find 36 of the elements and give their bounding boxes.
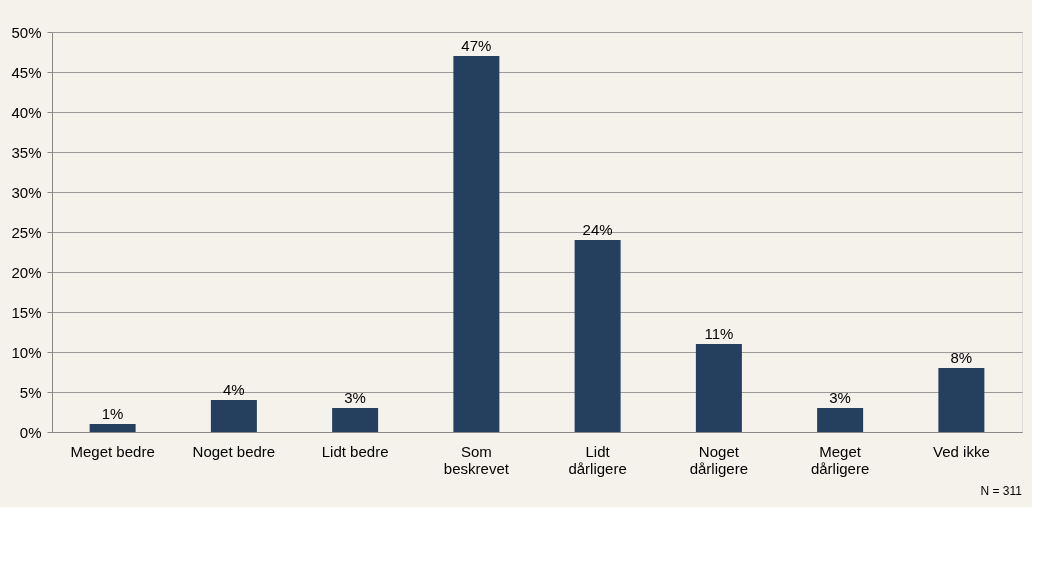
data-label: 11%: [704, 325, 734, 342]
y-tick-label: 35%: [11, 143, 42, 161]
bar: [938, 368, 985, 432]
y-tick-label: 15%: [11, 303, 42, 321]
x-tick-label: Meget bedre: [70, 442, 155, 460]
text: N = 311: [980, 484, 1023, 498]
x-tick-label: Som beskrevet: [443, 442, 510, 477]
y-tick-label: 5%: [19, 383, 42, 401]
bar: [695, 344, 742, 432]
x-tick-label: Noget dårligere: [689, 442, 749, 477]
x-tick-label: Ved ikke: [933, 442, 990, 460]
data-label: 24%: [582, 221, 613, 238]
bar: [574, 240, 621, 432]
bar: [817, 408, 864, 432]
y-tick-label: 0%: [19, 423, 42, 441]
bar: [89, 424, 136, 432]
bar: [453, 56, 500, 432]
data-label: 47%: [461, 37, 492, 54]
y-tick-label: 10%: [11, 343, 42, 361]
data-label: 4%: [223, 381, 245, 398]
y-tick-label: 45%: [11, 63, 42, 81]
bar: [332, 408, 379, 432]
data-label: 8%: [950, 349, 973, 366]
x-tick-label: Meget dårligere: [810, 442, 870, 477]
data-label: 1%: [101, 405, 124, 422]
y-tick-label: 30%: [11, 183, 42, 201]
data-label: 3%: [829, 389, 851, 406]
y-tick-label: 20%: [11, 263, 42, 281]
x-tick-label: Lidt dårligere: [568, 442, 627, 477]
bar: [210, 400, 257, 432]
x-tick-label: Lidt bedre: [321, 442, 389, 460]
y-tick-label: 40%: [11, 103, 42, 121]
x-tick-label: Noget bedre: [192, 442, 276, 460]
y-tick-label: 50%: [11, 23, 42, 41]
data-label: 3%: [344, 389, 366, 406]
y-tick-label: 25%: [11, 223, 42, 241]
